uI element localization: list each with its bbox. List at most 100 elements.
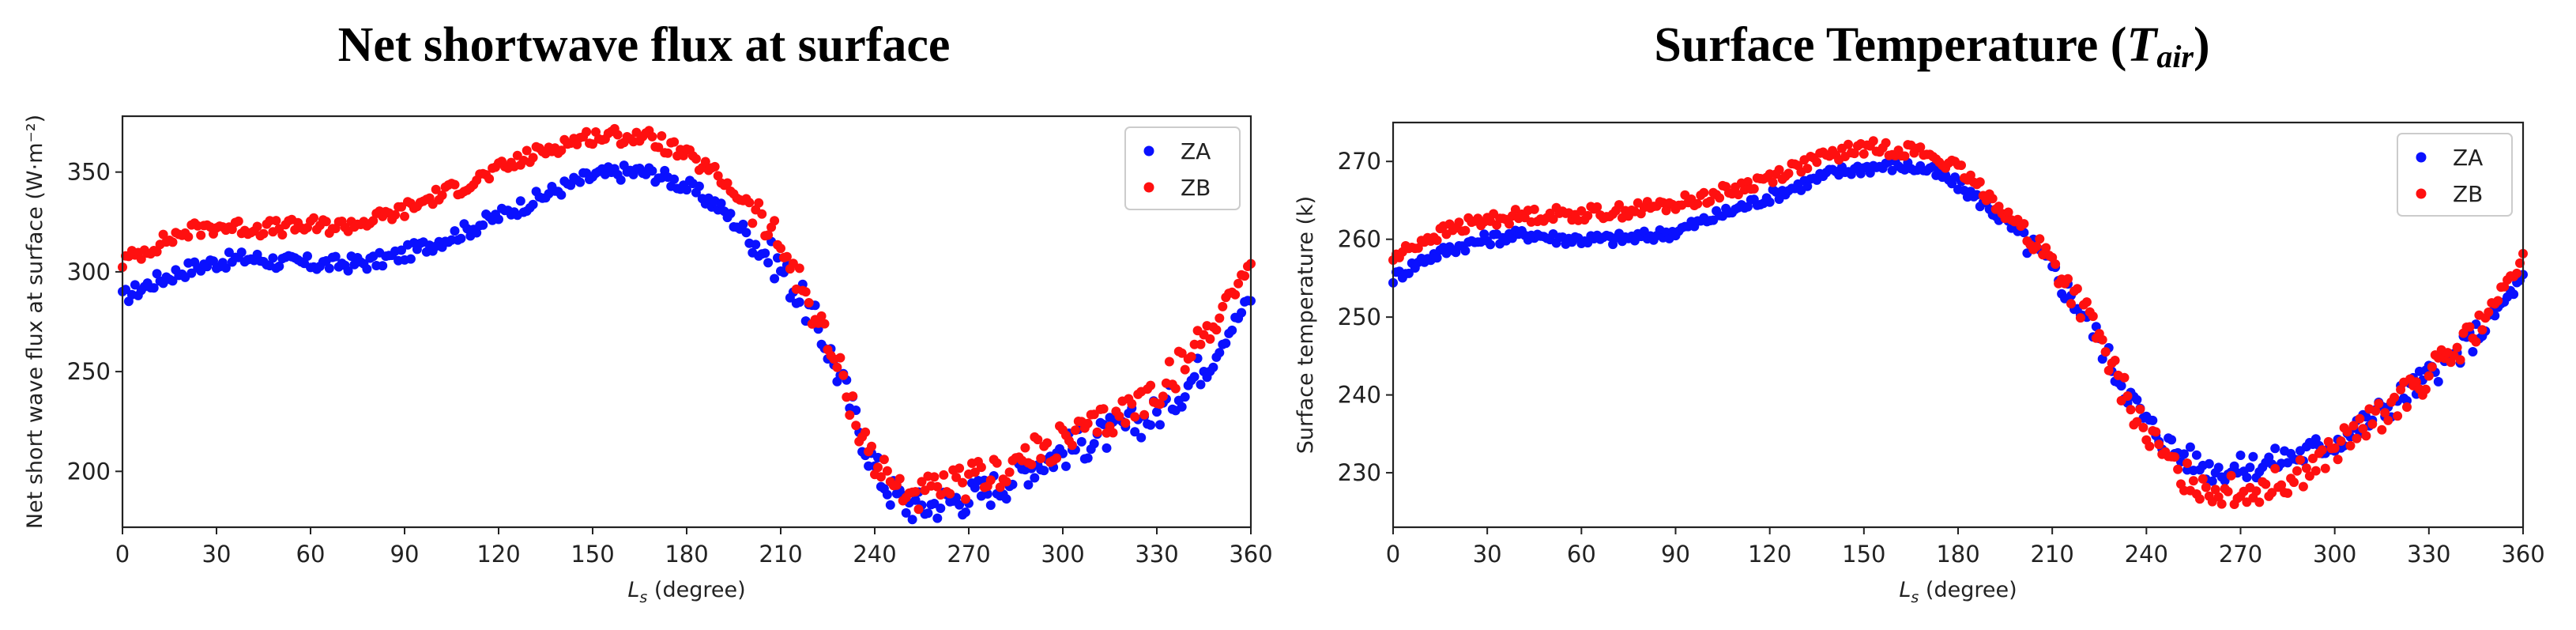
data-point — [268, 253, 278, 263]
data-point — [657, 131, 667, 141]
data-point — [923, 508, 933, 519]
x-tick-label: 270 — [2219, 541, 2262, 568]
legend-label-za: ZA — [1181, 138, 1211, 164]
x-tick-label: 150 — [571, 541, 614, 568]
x-tick-label: 0 — [115, 541, 130, 568]
data-point — [2452, 342, 2462, 353]
data-point — [2471, 337, 2481, 347]
data-point — [2317, 445, 2327, 455]
data-point — [2097, 334, 2107, 345]
data-point — [1033, 435, 1043, 445]
data-point — [1661, 206, 1671, 216]
data-point — [2267, 488, 2277, 498]
data-point — [2396, 385, 2406, 394]
data-point — [1102, 443, 1112, 453]
data-point — [2119, 372, 2130, 383]
x-tick-label: 210 — [2030, 541, 2073, 568]
data-point — [556, 190, 567, 200]
data-point — [2465, 322, 2475, 332]
data-point — [456, 233, 466, 243]
data-point — [2380, 408, 2390, 418]
data-point — [324, 263, 334, 274]
y-tick-label: 350 — [67, 159, 111, 186]
data-point — [2173, 464, 2183, 474]
data-point — [1208, 362, 1218, 372]
data-point — [1215, 348, 1225, 358]
legend-marker-za — [1143, 145, 1154, 157]
data-point — [2512, 268, 2522, 278]
data-point — [2135, 404, 2145, 414]
data-point — [1529, 204, 1539, 214]
data-point — [556, 145, 567, 156]
data-point — [2289, 477, 2299, 488]
data-point — [1164, 356, 1174, 367]
data-point — [258, 228, 269, 239]
data-point — [1052, 453, 1062, 463]
x-tick-label: 360 — [1229, 541, 1272, 568]
data-point — [2167, 435, 2177, 445]
data-point — [1026, 459, 1037, 470]
data-point — [2035, 234, 2045, 244]
data-point — [390, 209, 401, 220]
data-point — [2374, 398, 2384, 409]
data-point — [1152, 407, 1162, 417]
data-point — [2251, 486, 2262, 496]
data-point — [682, 185, 691, 195]
x-tick-label: 90 — [1661, 541, 1690, 568]
data-point — [1583, 210, 1593, 221]
data-point — [2081, 297, 2092, 307]
data-point — [1865, 168, 1875, 178]
data-point — [343, 266, 353, 276]
data-point — [663, 148, 673, 158]
legend-marker-za — [2416, 152, 2427, 163]
data-point — [992, 458, 1002, 468]
data-point — [2468, 347, 2478, 356]
data-point — [183, 232, 194, 242]
data-point — [882, 489, 892, 500]
chart-title: Net shortwave flux at surface — [337, 18, 951, 72]
data-point — [437, 191, 447, 200]
y-tick-label: 230 — [1338, 459, 1381, 486]
data-point — [647, 131, 657, 141]
data-point — [2182, 458, 2192, 468]
data-point — [1764, 197, 1775, 207]
data-point — [2509, 289, 2519, 300]
data-point — [575, 177, 586, 187]
x-tick-label: 300 — [1041, 541, 1084, 568]
data-point — [2304, 471, 2314, 481]
data-point — [781, 251, 792, 262]
data-point — [1092, 427, 1102, 437]
data-point — [1413, 243, 1423, 253]
data-point — [691, 154, 701, 164]
data-point — [233, 216, 243, 226]
data-point — [932, 513, 943, 523]
legend-marker-zb — [1143, 182, 1154, 193]
series-zb — [1388, 136, 2528, 509]
data-point — [738, 219, 748, 229]
data-point — [2226, 470, 2236, 481]
data-point — [1460, 246, 1471, 256]
y-axis-label: Surface temperature (k) — [1294, 196, 1318, 454]
data-point — [1130, 412, 1140, 422]
data-point — [1956, 160, 1966, 171]
data-point — [754, 198, 764, 208]
data-point — [669, 137, 680, 147]
data-point — [378, 261, 388, 271]
data-point — [647, 166, 657, 176]
data-point — [2393, 411, 2403, 421]
data-point — [929, 472, 940, 482]
data-point — [397, 245, 406, 255]
data-point — [220, 263, 231, 273]
data-point — [1742, 177, 1753, 187]
data-point — [1114, 411, 1124, 421]
data-point — [612, 130, 623, 140]
data-point — [2248, 451, 2258, 462]
data-point — [794, 297, 804, 307]
data-point — [760, 248, 770, 258]
data-point — [566, 180, 576, 191]
data-point — [1987, 194, 1998, 204]
data-point — [2455, 355, 2465, 365]
data-point — [2348, 421, 2359, 431]
data-point — [1975, 177, 1985, 187]
data-point — [158, 229, 168, 240]
